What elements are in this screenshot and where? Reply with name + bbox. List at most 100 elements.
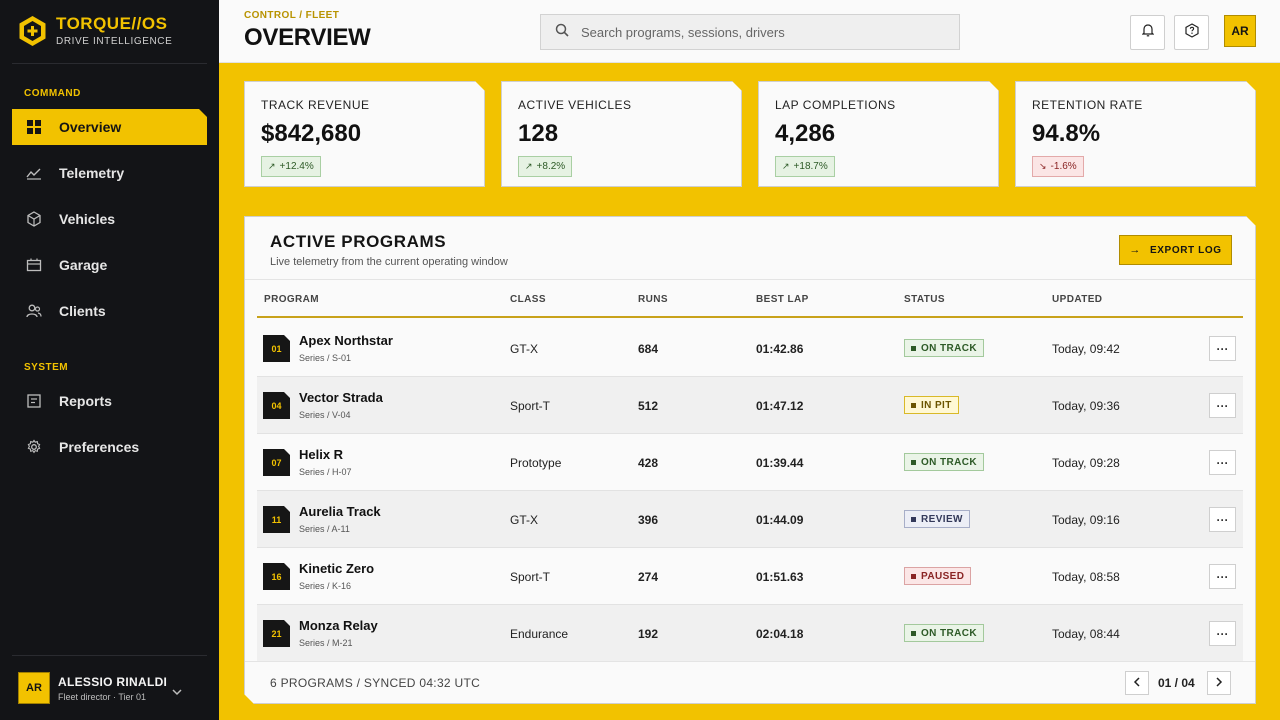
program-runs: 428 xyxy=(638,456,659,470)
kpi-value: $842,680 xyxy=(261,120,362,147)
sidebar-divider xyxy=(12,655,207,656)
sidebar-item-label: Overview xyxy=(59,119,122,135)
more-horizontal-icon: ··· xyxy=(1216,569,1229,584)
table-row[interactable]: 07 Helix R Series / H-07 Prototype 428 01:39.… xyxy=(257,434,1243,491)
program-name[interactable]: Kinetic Zero xyxy=(299,561,375,576)
status-badge: PAUSED xyxy=(904,567,971,585)
notifications-button[interactable] xyxy=(1130,15,1165,50)
program-name[interactable]: Helix R xyxy=(299,447,344,462)
help-hex-icon xyxy=(1184,22,1199,43)
arrow-right-icon: → xyxy=(1129,244,1142,256)
divider xyxy=(245,661,1255,662)
status-square-icon xyxy=(911,517,916,522)
programs-panel: ACTIVE PROGRAMS Live telemetry from the … xyxy=(244,216,1256,704)
program-runs: 512 xyxy=(638,399,659,413)
program-name[interactable]: Aurelia Track xyxy=(299,504,381,519)
program-class: Endurance xyxy=(510,627,569,641)
row-actions-button[interactable]: ··· xyxy=(1209,393,1236,418)
sidebar-item-overview[interactable]: Overview xyxy=(12,109,207,145)
row-actions-button[interactable]: ··· xyxy=(1209,507,1236,532)
program-class: Prototype xyxy=(510,456,562,470)
row-actions-button[interactable]: ··· xyxy=(1209,564,1236,589)
sidebar-item-preferences[interactable]: Preferences xyxy=(12,429,207,465)
table-row[interactable]: 21 Monza Relay Series / M-21 Endurance 192 02… xyxy=(257,605,1243,662)
page-indicator: 01 / 04 xyxy=(1158,676,1195,690)
kpi-delta: ↘ -1.6% xyxy=(1032,156,1084,177)
program-number-badge: 16 xyxy=(263,563,290,590)
kpi-label: ACTIVE VEHICLES xyxy=(518,98,632,112)
user-profile[interactable]: AR ALESSIO RINALDI Fleet director · Tier… xyxy=(18,672,167,704)
brand[interactable]: TORQUE//OS DRIVE INTELLIGENCE xyxy=(18,15,172,47)
row-actions-button[interactable]: ··· xyxy=(1209,450,1236,475)
grid-icon xyxy=(26,119,42,135)
column-header: PROGRAM xyxy=(264,294,320,305)
brand-name: TORQUE//OS xyxy=(56,14,168,33)
user-avatar-button[interactable]: AR xyxy=(1224,15,1256,47)
program-series: Series / A-11 xyxy=(299,524,350,534)
more-horizontal-icon: ··· xyxy=(1216,626,1229,641)
search-input[interactable] xyxy=(581,24,941,40)
page-title: OVERVIEW xyxy=(244,24,371,51)
sidebar-item-vehicles[interactable]: Vehicles xyxy=(12,201,207,237)
kpi-value: 4,286 xyxy=(775,120,836,147)
program-runs: 192 xyxy=(638,627,659,641)
kpi-label: LAP COMPLETIONS xyxy=(775,98,896,112)
section-command-title: COMMAND xyxy=(24,88,81,99)
program-name[interactable]: Monza Relay xyxy=(299,618,378,633)
status-badge: ON TRACK xyxy=(904,339,984,357)
status-square-icon xyxy=(911,460,916,465)
status-square-icon xyxy=(911,346,916,351)
column-header: UPDATED xyxy=(1052,294,1103,305)
table-row[interactable]: 11 Aurelia Track Series / A-11 GT-X 396 01:44… xyxy=(257,491,1243,548)
program-series: Series / K-16 xyxy=(299,581,352,591)
arrow-up-right-icon: ↗ xyxy=(525,161,533,171)
kpi-label: RETENTION RATE xyxy=(1032,98,1143,112)
table-row[interactable]: 01 Apex Northstar Series / S-01 GT-X 684 01:4… xyxy=(257,320,1243,377)
program-best-lap: 01:51.63 xyxy=(756,570,804,584)
users-icon xyxy=(26,303,42,319)
search-bar[interactable] xyxy=(540,14,960,50)
sidebar-item-reports[interactable]: Reports xyxy=(12,383,207,419)
program-name[interactable]: Apex Northstar xyxy=(299,333,393,348)
column-header: STATUS xyxy=(904,294,945,305)
kpi-delta: ↗ +12.4% xyxy=(261,156,321,177)
previous-page-button[interactable] xyxy=(1125,671,1149,695)
sidebar-item-garage[interactable]: Garage xyxy=(12,247,207,283)
sidebar-item-telemetry[interactable]: Telemetry xyxy=(12,155,207,191)
status-square-icon xyxy=(911,631,916,636)
status-badge: IN PIT xyxy=(904,396,959,414)
garage-icon xyxy=(26,257,42,273)
next-page-button[interactable] xyxy=(1207,671,1231,695)
sidebar-item-label: Telemetry xyxy=(59,165,125,181)
table-row[interactable]: 16 Kinetic Zero Series / K-16 Sport-T 274 01:… xyxy=(257,548,1243,605)
program-name[interactable]: Vector Strada xyxy=(299,390,383,405)
program-series: Series / H-07 xyxy=(299,467,352,477)
program-runs: 396 xyxy=(638,513,659,527)
status-square-icon xyxy=(911,403,916,408)
row-actions-button[interactable]: ··· xyxy=(1209,621,1236,646)
chevron-down-icon[interactable] xyxy=(172,683,182,701)
program-number-badge: 04 xyxy=(263,392,290,419)
program-class: Sport-T xyxy=(510,570,551,584)
brand-tagline: DRIVE INTELLIGENCE xyxy=(56,36,173,47)
sidebar-item-label: Clients xyxy=(59,303,106,319)
cube-icon xyxy=(26,211,42,227)
chevron-right-icon xyxy=(1215,674,1223,692)
export-log-button[interactable]: → EXPORT LOG xyxy=(1119,235,1232,265)
program-class: GT-X xyxy=(510,342,539,356)
arrow-down-right-icon: ↘ xyxy=(1039,161,1047,171)
row-actions-button[interactable]: ··· xyxy=(1209,336,1236,361)
program-best-lap: 01:44.09 xyxy=(756,513,804,527)
more-horizontal-icon: ··· xyxy=(1216,398,1229,413)
table-row[interactable]: 04 Vector Strada Series / V-04 Sport-T 512 01… xyxy=(257,377,1243,434)
program-updated: Today, 09:36 xyxy=(1052,399,1120,413)
column-header: RUNS xyxy=(638,294,668,305)
help-button[interactable] xyxy=(1174,15,1209,50)
bell-icon xyxy=(1141,23,1154,42)
sidebar-item-clients[interactable]: Clients xyxy=(12,293,207,329)
user-name: ALESSIO RINALDI xyxy=(58,674,168,689)
topbar: CONTROL / FLEET OVERVIEW AR xyxy=(219,0,1280,63)
status-badge: ON TRACK xyxy=(904,624,984,642)
program-class: GT-X xyxy=(510,513,539,527)
more-horizontal-icon: ··· xyxy=(1216,455,1229,470)
